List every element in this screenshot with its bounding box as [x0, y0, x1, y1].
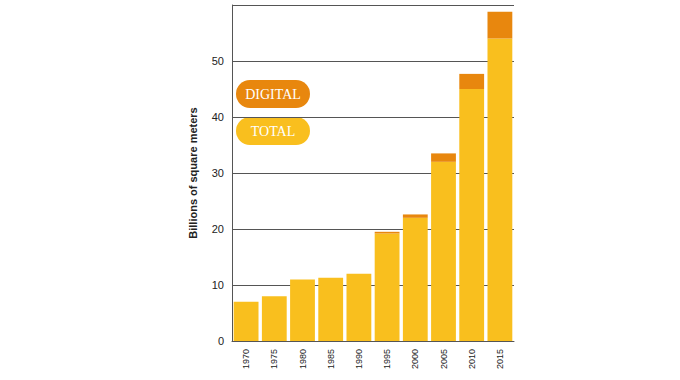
svg-text:2005: 2005: [439, 349, 449, 369]
svg-text:1990: 1990: [354, 349, 364, 369]
svg-text:50: 50: [212, 55, 224, 67]
svg-text:TOTAL: TOTAL: [251, 124, 296, 139]
svg-text:2000: 2000: [410, 349, 420, 369]
svg-text:1970: 1970: [241, 349, 251, 369]
svg-text:20: 20: [212, 223, 224, 235]
svg-text:0: 0: [218, 335, 224, 347]
svg-text:40: 40: [212, 111, 224, 123]
svg-text:2015: 2015: [495, 349, 505, 369]
svg-text:30: 30: [212, 167, 224, 179]
svg-text:1985: 1985: [326, 349, 336, 369]
svg-text:1995: 1995: [382, 349, 392, 369]
svg-text:2010: 2010: [467, 349, 477, 369]
svg-text:1980: 1980: [298, 349, 308, 369]
svg-text:1975: 1975: [269, 349, 279, 369]
svg-text:Billions of square meters: Billions of square meters: [187, 107, 199, 238]
svg-text:10: 10: [212, 279, 224, 291]
svg-text:DIGITAL: DIGITAL: [245, 87, 301, 102]
